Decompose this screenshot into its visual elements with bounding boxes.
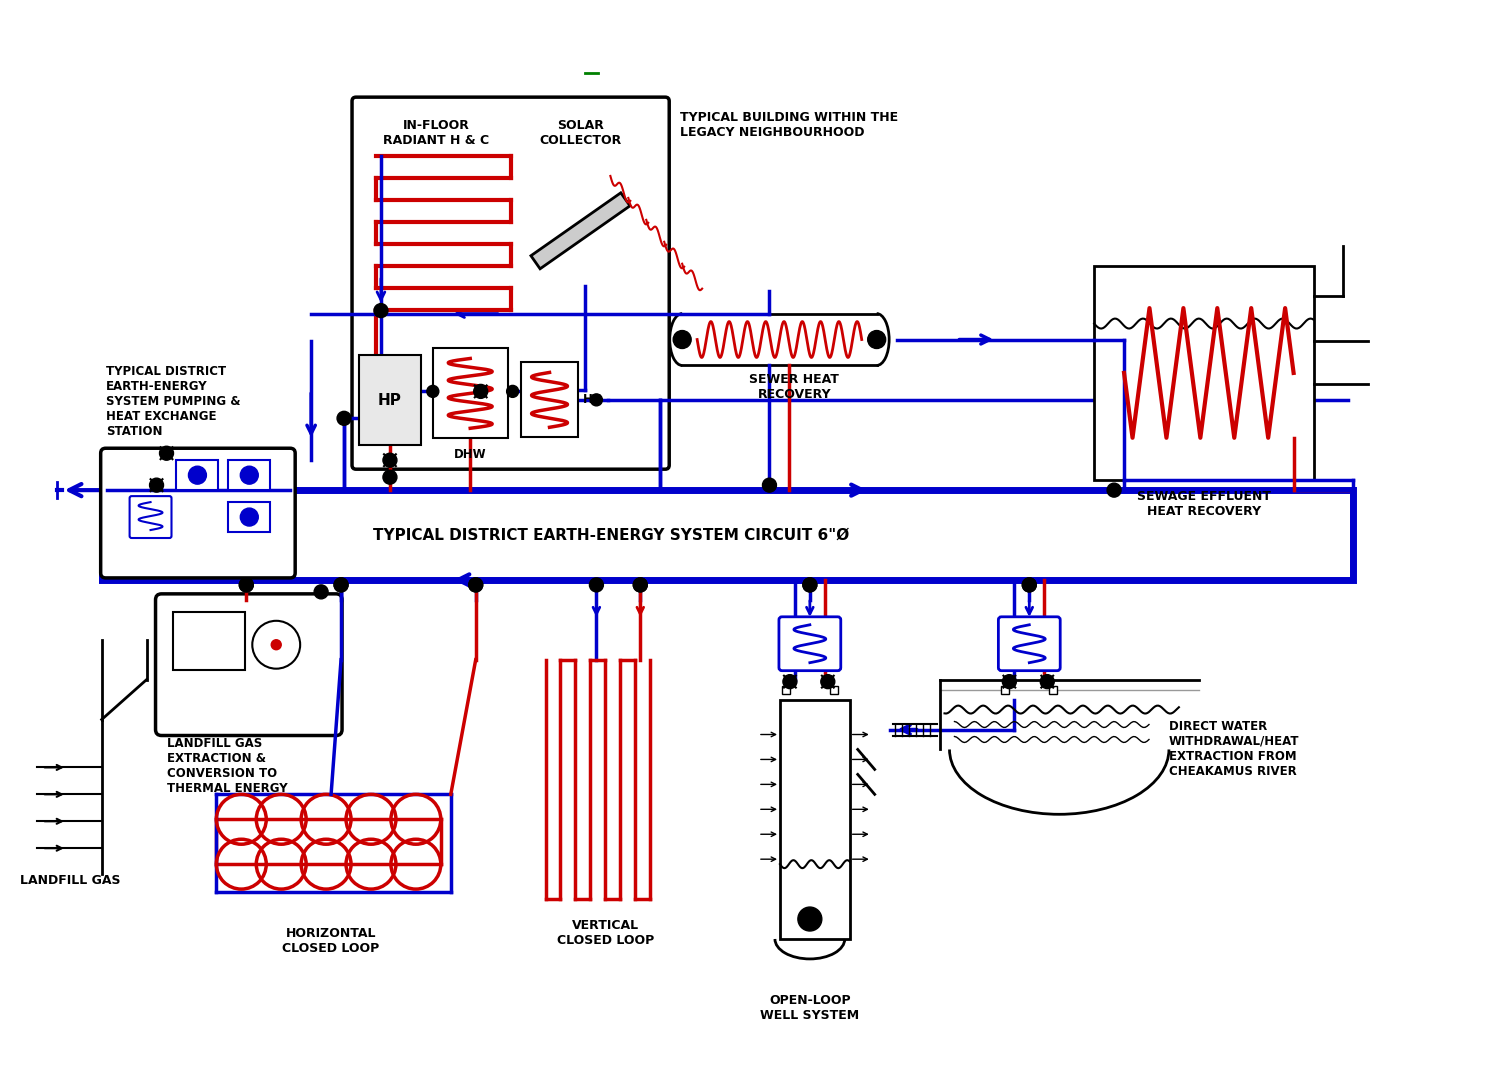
- Circle shape: [374, 304, 388, 318]
- Circle shape: [469, 578, 483, 592]
- Circle shape: [633, 578, 647, 592]
- Circle shape: [338, 411, 351, 425]
- Bar: [1001, 686, 1009, 694]
- Text: SEWER HEAT
RECOVERY: SEWER HEAT RECOVERY: [749, 373, 840, 401]
- Circle shape: [188, 466, 207, 485]
- Bar: [173, 611, 246, 670]
- Circle shape: [802, 578, 817, 592]
- FancyBboxPatch shape: [155, 594, 342, 736]
- Text: DIRECT WATER
WITHDRAWAL/HEAT
EXTRACTION FROM
CHEAKAMUS RIVER: DIRECT WATER WITHDRAWAL/HEAT EXTRACTION …: [1169, 720, 1300, 777]
- Text: TYPICAL BUILDING WITHIN THE
LEGACY NEIGHBOURHOOD: TYPICAL BUILDING WITHIN THE LEGACY NEIGH…: [680, 111, 899, 139]
- Circle shape: [1003, 674, 1016, 688]
- Circle shape: [802, 578, 817, 592]
- Bar: [1095, 266, 1313, 480]
- Circle shape: [314, 585, 329, 598]
- Circle shape: [383, 453, 397, 467]
- Text: HP: HP: [379, 392, 401, 408]
- Text: LANDFILL GAS: LANDFILL GAS: [20, 874, 121, 887]
- Bar: [780, 699, 849, 939]
- Circle shape: [149, 478, 163, 492]
- Circle shape: [335, 578, 348, 592]
- Circle shape: [240, 578, 253, 592]
- Text: VERTICAL
CLOSED LOOP: VERTICAL CLOSED LOOP: [556, 919, 654, 947]
- Bar: [228, 461, 270, 490]
- Text: O: O: [273, 640, 280, 649]
- Text: IN-FLOOR
RADIANT H & C: IN-FLOOR RADIANT H & C: [383, 119, 489, 147]
- Bar: [359, 356, 421, 446]
- Circle shape: [673, 331, 691, 348]
- Text: DHW: DHW: [454, 449, 487, 461]
- Circle shape: [590, 578, 603, 592]
- Circle shape: [633, 578, 647, 592]
- Circle shape: [383, 470, 397, 485]
- Circle shape: [240, 578, 253, 592]
- FancyBboxPatch shape: [351, 98, 670, 469]
- Circle shape: [1107, 483, 1120, 498]
- Bar: [829, 686, 838, 694]
- Bar: [176, 461, 219, 490]
- FancyBboxPatch shape: [101, 449, 296, 578]
- Circle shape: [240, 508, 258, 526]
- FancyBboxPatch shape: [998, 617, 1060, 671]
- Circle shape: [798, 907, 822, 931]
- Circle shape: [1041, 674, 1054, 688]
- Bar: [783, 686, 790, 694]
- FancyBboxPatch shape: [130, 496, 172, 538]
- Circle shape: [335, 578, 348, 592]
- Circle shape: [783, 674, 796, 688]
- Circle shape: [1022, 578, 1036, 592]
- Circle shape: [867, 331, 885, 348]
- Circle shape: [469, 578, 483, 592]
- Bar: [101, 490, 1354, 580]
- Text: TYPICAL DISTRICT EARTH-ENERGY SYSTEM CIRCUIT 6"Ø: TYPICAL DISTRICT EARTH-ENERGY SYSTEM CIR…: [374, 528, 849, 542]
- Bar: [520, 362, 579, 437]
- Circle shape: [507, 386, 519, 398]
- Text: LANDFILL GAS
EXTRACTION &
CONVERSION TO
THERMAL ENERGY: LANDFILL GAS EXTRACTION & CONVERSION TO …: [166, 737, 287, 796]
- FancyBboxPatch shape: [780, 617, 841, 671]
- Circle shape: [763, 478, 777, 492]
- Text: HORIZONTAL
CLOSED LOOP: HORIZONTAL CLOSED LOOP: [282, 927, 380, 955]
- Bar: [228, 502, 270, 532]
- Circle shape: [474, 385, 487, 398]
- Circle shape: [271, 640, 280, 649]
- Circle shape: [427, 386, 439, 398]
- Polygon shape: [531, 193, 630, 269]
- Text: OPEN-LOOP
WELL SYSTEM: OPEN-LOOP WELL SYSTEM: [760, 994, 860, 1022]
- Bar: [433, 348, 508, 438]
- Text: SEWAGE EFFLUENT
HEAT RECOVERY: SEWAGE EFFLUENT HEAT RECOVERY: [1137, 490, 1271, 518]
- Circle shape: [820, 674, 835, 688]
- Circle shape: [1022, 578, 1036, 592]
- Circle shape: [252, 621, 300, 669]
- Bar: [1050, 686, 1057, 694]
- Circle shape: [160, 447, 173, 461]
- Text: HX: HX: [582, 393, 602, 406]
- Text: SOLAR
COLLECTOR: SOLAR COLLECTOR: [540, 119, 621, 147]
- Circle shape: [591, 393, 602, 405]
- Circle shape: [240, 466, 258, 485]
- Text: TYPICAL DISTRICT
EARTH-ENERGY
SYSTEM PUMPING &
HEAT EXCHANGE
STATION: TYPICAL DISTRICT EARTH-ENERGY SYSTEM PUM…: [106, 365, 240, 438]
